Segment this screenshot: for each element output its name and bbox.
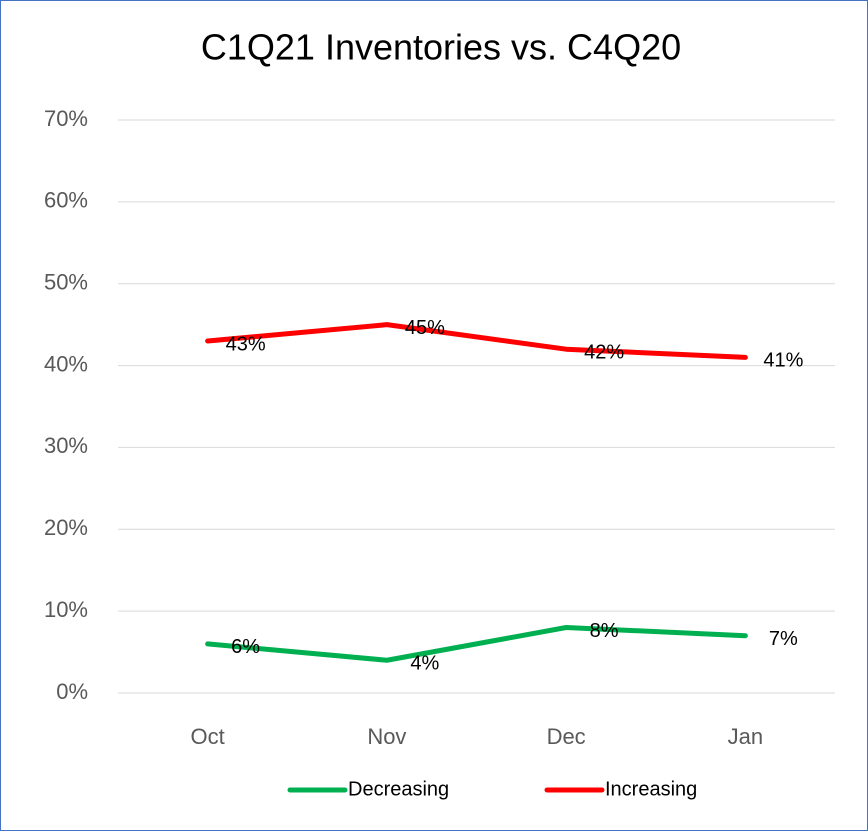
x-tick-label: Dec <box>547 724 586 749</box>
y-tick-label: 0% <box>56 679 88 704</box>
legend-label: Decreasing <box>348 778 449 800</box>
y-tick-label: 10% <box>44 597 88 622</box>
data-label: 6% <box>231 636 260 658</box>
x-tick-label: Oct <box>191 724 225 749</box>
legend-label: Increasing <box>605 778 697 800</box>
y-tick-label: 20% <box>44 515 88 540</box>
data-label: 8% <box>590 620 619 642</box>
y-tick-label: 30% <box>44 433 88 458</box>
y-tick-label: 40% <box>44 351 88 376</box>
data-label: 7% <box>769 628 798 650</box>
y-tick-label: 60% <box>44 188 88 213</box>
data-label: 42% <box>584 341 624 363</box>
x-tick-label: Nov <box>367 724 406 749</box>
chart-title: C1Q21 Inventories vs. C4Q20 <box>201 27 681 68</box>
data-label: 41% <box>763 350 803 372</box>
series-line <box>205 625 748 663</box>
data-label: 4% <box>410 653 439 675</box>
data-label: 45% <box>405 317 445 339</box>
x-tick-label: Jan <box>728 724 763 749</box>
y-tick-label: 50% <box>44 270 88 295</box>
y-tick-label: 70% <box>44 106 88 131</box>
data-label: 43% <box>226 333 266 355</box>
series-line <box>205 322 748 360</box>
